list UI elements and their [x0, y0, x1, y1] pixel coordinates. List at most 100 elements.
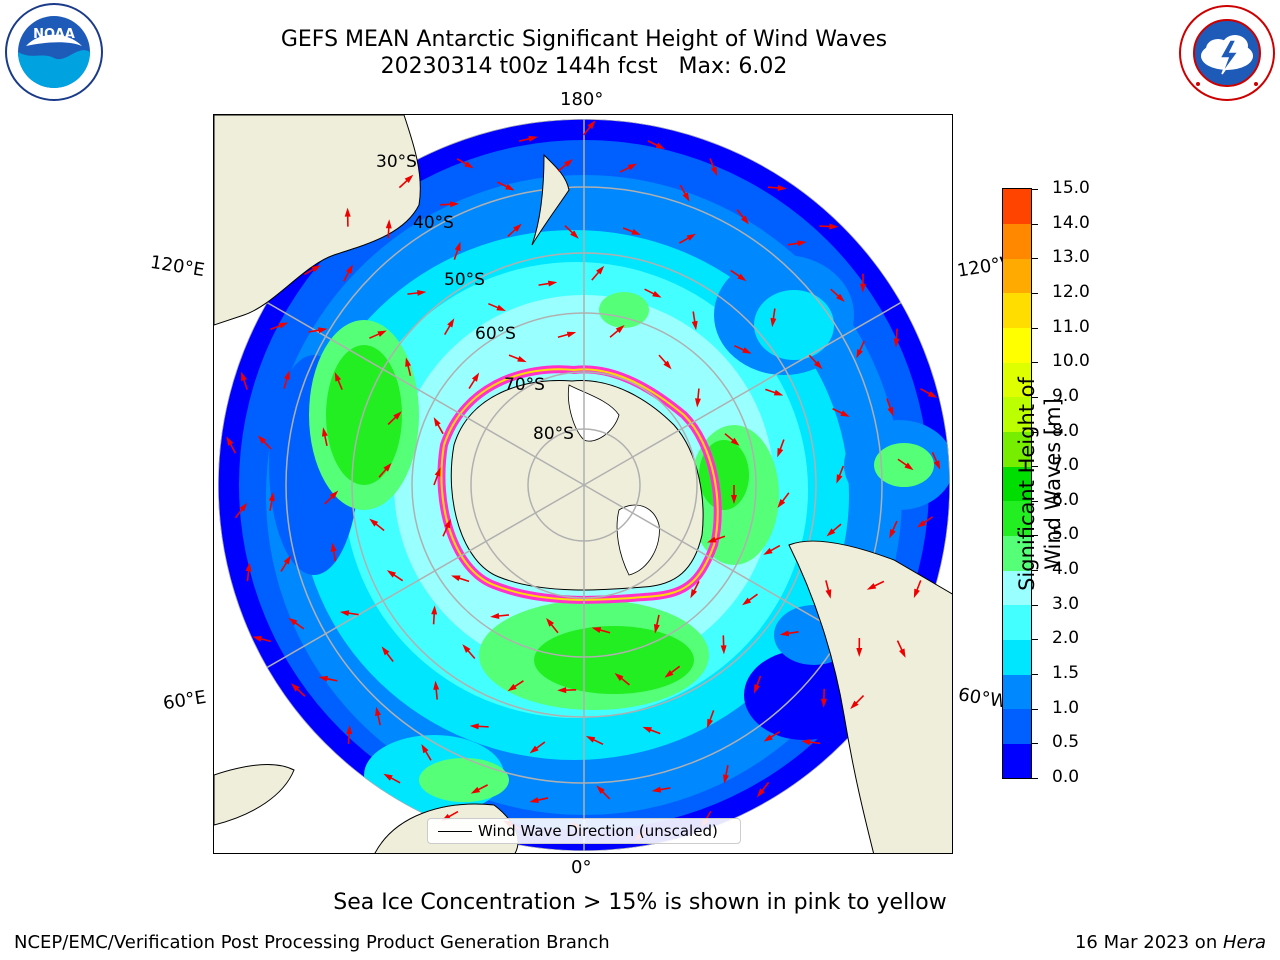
- wave-direction-arrowhead: [557, 687, 567, 694]
- wave-direction-arrowhead: [433, 680, 440, 690]
- wave-direction-arrowhead: [417, 289, 427, 296]
- wave-direction-arrowhead: [469, 723, 479, 730]
- wave-direction-arrowhead: [570, 230, 579, 239]
- colorbar-tick-label: 1.5: [1052, 663, 1080, 684]
- wave-direction-arrowhead: [866, 583, 877, 590]
- wave-direction-arrowhead: [444, 518, 451, 529]
- lat-label-50s: 50°S: [444, 270, 485, 290]
- colorbar-tick-label: 0.0: [1052, 767, 1080, 787]
- wave-direction-arrowhead: [777, 184, 787, 191]
- wave-direction-arrowhead: [856, 348, 863, 359]
- colorbar-segment: [1003, 708, 1031, 744]
- wave-direction-arrowhead: [283, 555, 291, 565]
- wave-direction-arrowhead: [757, 788, 765, 798]
- colorbar-tick-label: 11.0: [1052, 316, 1090, 337]
- wave-direction-arrowhead: [913, 588, 920, 599]
- graticule: [218, 119, 950, 851]
- machine-name: Hera: [1222, 932, 1266, 953]
- wave-direction-arrowhead: [381, 646, 390, 656]
- colorbar-tick: [1032, 570, 1038, 572]
- wave-direction-arrowhead: [856, 648, 863, 658]
- polar-map: [213, 114, 953, 854]
- wave-direction-arrowhead: [742, 597, 752, 606]
- colorbar-tick: [1032, 604, 1038, 606]
- wave-direction-arrowhead: [763, 734, 773, 742]
- wave-direction-arrowhead: [690, 588, 698, 599]
- colorbar-tick-label: 14.0: [1052, 212, 1090, 233]
- wave-direction-arrowhead: [278, 322, 289, 329]
- wave-direction-arrowhead: [404, 174, 414, 184]
- wave-direction-arrowhead: [887, 406, 894, 417]
- wave-direction-arrowhead: [226, 436, 234, 446]
- colorbar-tick-label: 2.0: [1052, 628, 1080, 649]
- wave-direction-arrowhead: [737, 273, 747, 282]
- colorbar-tick: [1032, 258, 1038, 260]
- wave-direction-arrowhead: [889, 528, 896, 539]
- colorbar-tick-label: 5.0: [1052, 524, 1080, 545]
- colorbar-tick: [1032, 778, 1038, 779]
- wave-direction-arrowhead: [377, 330, 387, 337]
- wave-direction-arrowhead: [770, 317, 777, 328]
- colorbar-tick: [1032, 466, 1038, 468]
- wave-direction-arrowhead: [682, 192, 690, 202]
- colorbar-tick: [1032, 396, 1038, 398]
- wave-direction-arrowhead: [507, 683, 517, 692]
- colorbar-tick: [1032, 708, 1038, 710]
- colorbar-tick: [1032, 223, 1038, 225]
- wave-direction-arrowhead: [513, 223, 522, 232]
- wave-direction-arrowhead: [369, 518, 379, 527]
- wave-direction-arrowhead: [711, 166, 718, 177]
- colorbar-tick-label: 13.0: [1052, 247, 1090, 268]
- wave-direction-arrowhead: [627, 163, 638, 171]
- wave-direction-arrowhead: [840, 410, 850, 417]
- wave-direction-arrowhead: [383, 773, 393, 781]
- colorbar: [1002, 188, 1032, 779]
- colorbar-tick-label: 6.0: [1052, 489, 1080, 510]
- wave-direction-arrowhead: [564, 158, 573, 167]
- colorbar-segment: [1003, 604, 1031, 640]
- south-america-land: [788, 540, 952, 853]
- wave-direction-arrowhead: [933, 460, 941, 470]
- wave-direction-arrowhead: [490, 612, 500, 619]
- colorbar-segment: [1003, 674, 1031, 710]
- colorbar-tick-label: 12.0: [1052, 281, 1090, 302]
- colorbar-tick-label: 15.0: [1052, 178, 1090, 198]
- wave-direction-arrowhead: [615, 325, 625, 334]
- colorbar-tick-label: 3.0: [1052, 593, 1080, 614]
- colorbar-tick: [1032, 431, 1038, 433]
- colorbar-segment: [1003, 639, 1031, 675]
- wave-direction-arrowhead: [893, 338, 900, 348]
- wave-direction-arrowhead: [245, 562, 252, 572]
- wave-direction-arrowhead: [777, 447, 784, 458]
- wave-direction-arrowhead: [405, 357, 411, 367]
- wave-direction-arrowhead: [239, 502, 248, 512]
- colorbar-segment: [1003, 535, 1031, 571]
- wave-direction-arrowhead: [723, 774, 729, 784]
- colorbar-tick: [1032, 189, 1038, 190]
- meridian-label-0: 0°: [571, 857, 592, 878]
- wave-direction-arrowhead: [801, 739, 811, 746]
- wave-direction-arrowhead: [547, 280, 558, 287]
- colorbar-tick-label: 8.0: [1052, 420, 1080, 441]
- colorbar-segment: [1003, 258, 1031, 294]
- wave-direction-arrowhead: [433, 417, 441, 427]
- wave-direction-arrowhead: [434, 467, 441, 477]
- wave-direction-arrowhead: [829, 223, 839, 230]
- wave-direction-arrowhead: [241, 371, 247, 382]
- wave-direction-arrowhead: [257, 435, 267, 444]
- colorbar-tick-label: 1.0: [1052, 697, 1080, 718]
- chart-subtitle: 20230314 t00z 144h fcst Max: 6.02: [380, 54, 788, 79]
- date-credit: 16 Mar 2023 on Hera: [1075, 932, 1266, 953]
- map-legend: Wind Wave Direction (unscaled): [427, 818, 741, 844]
- wave-direction-arrowhead: [339, 610, 350, 617]
- colorbar-segment: [1003, 223, 1031, 259]
- colorbar-tick: [1032, 362, 1038, 364]
- wave-direction-arrowhead: [707, 718, 713, 729]
- colorbar-tick-label: 0.5: [1052, 732, 1080, 753]
- wave-direction-arrowhead: [329, 490, 339, 500]
- date-text: 16 Mar 2023 on: [1074, 932, 1223, 953]
- wave-direction-arrowhead: [517, 355, 527, 363]
- meridian-label-120e: 120°E: [148, 251, 207, 282]
- wave-direction-arrowhead: [826, 528, 836, 537]
- wave-direction-arrowhead: [642, 726, 652, 733]
